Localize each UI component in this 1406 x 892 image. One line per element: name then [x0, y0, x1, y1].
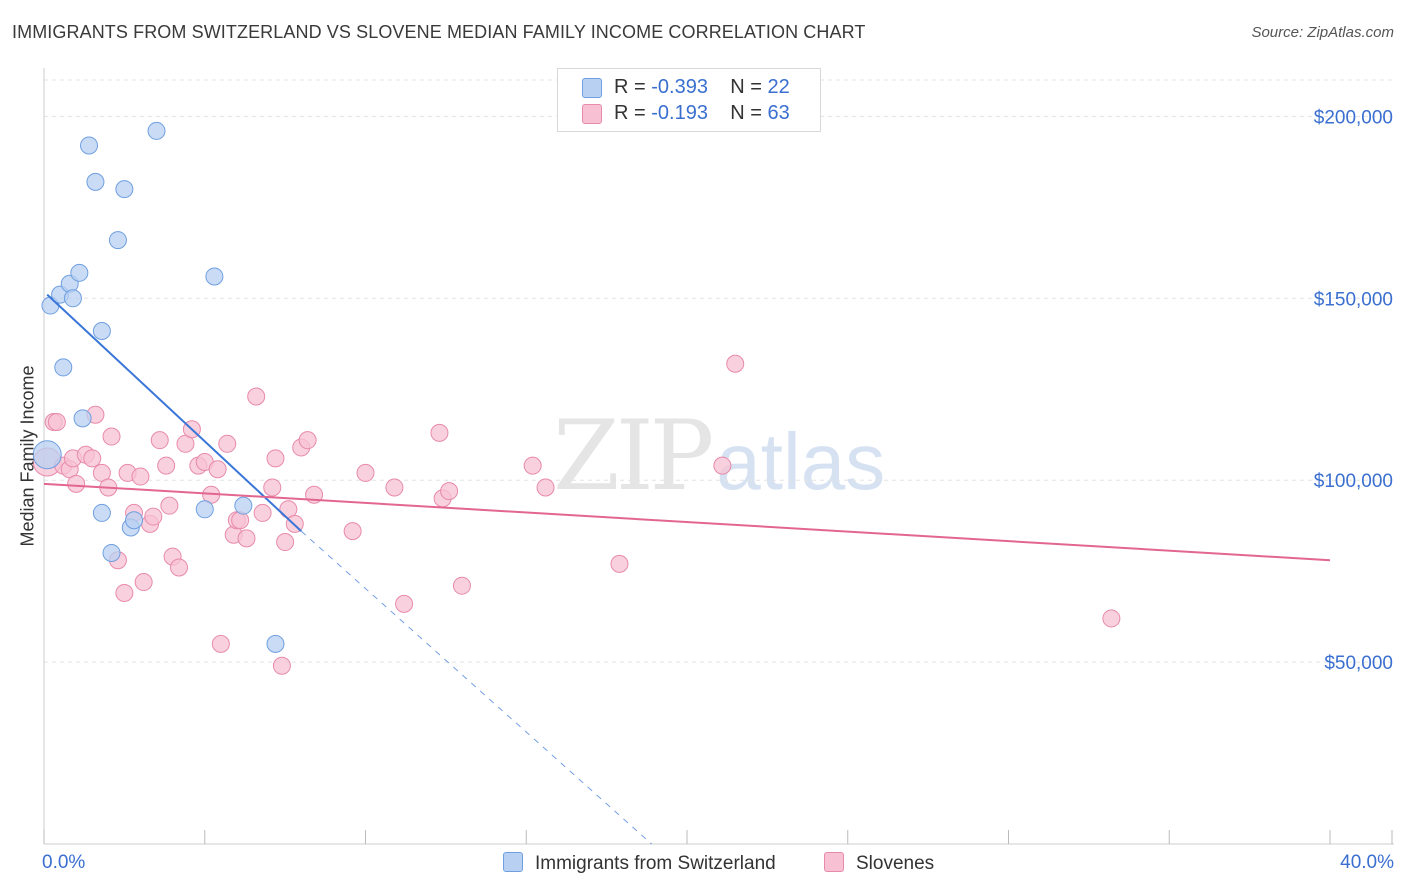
- point-slovene: [160, 496, 179, 515]
- source-label: Source: ZipAtlas.com: [1251, 24, 1394, 41]
- chart-title: IMMIGRANTS FROM SWITZERLAND VS SLOVENE M…: [12, 22, 866, 42]
- point-switzerland: [73, 409, 92, 428]
- legend-swatch-blue: [582, 78, 602, 98]
- point-slovene: [536, 478, 555, 497]
- point-switzerland: [205, 267, 224, 286]
- point-slovene: [83, 449, 102, 468]
- point-switzerland: [86, 172, 105, 191]
- point-switzerland: [92, 503, 111, 522]
- point-slovene: [211, 634, 230, 653]
- point-slovene: [610, 554, 629, 573]
- point-slovene: [47, 412, 66, 431]
- point-switzerland: [108, 231, 127, 250]
- point-slovene: [356, 463, 375, 482]
- y-tick-label: $100,000: [1314, 471, 1393, 492]
- point-slovene: [170, 558, 189, 577]
- point-slovene: [343, 522, 362, 541]
- point-switzerland: [54, 358, 73, 377]
- point-switzerland: [234, 496, 253, 515]
- watermark-atlas: atlas: [716, 417, 886, 506]
- trendline-extension-switzerland: [300, 530, 652, 845]
- legend-r-label: R =: [614, 76, 646, 98]
- point-slovene: [150, 431, 169, 450]
- point-slovene: [298, 431, 317, 450]
- bottom-legend-swatch-pink: [824, 852, 844, 872]
- point-slovene: [231, 511, 250, 530]
- point-switzerland: [266, 634, 285, 653]
- x-tick-label-max: 40.0%: [1340, 852, 1394, 873]
- trendline-slovene: [43, 482, 1331, 562]
- bottom-legend-label: Immigrants from Switzerland: [535, 853, 776, 874]
- point-switzerland: [195, 500, 214, 519]
- point-slovene: [385, 478, 404, 497]
- point-switzerland: [147, 121, 166, 140]
- y-tick-label: $150,000: [1314, 289, 1393, 310]
- point-slovene: [218, 434, 237, 453]
- point-slovene: [247, 387, 266, 406]
- point-slovene: [272, 656, 291, 675]
- point-switzerland: [92, 322, 111, 341]
- point-slovene: [134, 573, 153, 592]
- point-switzerland: [115, 180, 134, 199]
- point-slovene: [276, 533, 295, 552]
- legend-n-label: N =: [730, 76, 762, 98]
- y-tick-label: $50,000: [1324, 653, 1393, 674]
- point-slovene: [208, 460, 227, 479]
- point-switzerland: [80, 136, 99, 155]
- bottom-legend-label: Slovenes: [856, 853, 935, 874]
- point-switzerland: [32, 440, 62, 470]
- legend-n-value: 63: [767, 102, 790, 124]
- point-slovene: [144, 507, 163, 526]
- legend-n-label: N =: [730, 102, 762, 124]
- point-switzerland: [70, 263, 89, 282]
- point-slovene: [452, 576, 471, 595]
- legend-n-value: 22: [767, 76, 790, 98]
- point-slovene: [102, 427, 121, 446]
- point-slovene: [523, 456, 542, 475]
- bottom-legend-switzerland: Immigrants from Switzerland: [503, 852, 776, 875]
- legend-r-value: -0.193: [651, 102, 708, 124]
- point-switzerland: [102, 543, 121, 562]
- legend-r-value: -0.393: [651, 76, 708, 98]
- point-slovene: [713, 456, 732, 475]
- x-tick-label-min: 0.0%: [42, 852, 86, 873]
- point-switzerland: [125, 511, 144, 530]
- point-slovene: [115, 583, 134, 602]
- point-slovene: [1102, 609, 1121, 628]
- point-slovene: [266, 449, 285, 468]
- point-slovene: [253, 503, 272, 522]
- legend-r-label: R =: [614, 102, 646, 124]
- point-slovene: [131, 467, 150, 486]
- legend-box: R = -0.393 N = 22 R = -0.193 N = 63: [557, 68, 821, 132]
- point-switzerland: [63, 289, 82, 308]
- y-tick-label: $200,000: [1314, 107, 1393, 128]
- point-slovene: [263, 478, 282, 497]
- point-slovene: [237, 529, 256, 548]
- watermark: ZIPatlas: [553, 400, 885, 512]
- bottom-legend-swatch-blue: [503, 852, 523, 872]
- legend-swatch-pink: [582, 104, 602, 124]
- point-slovene: [395, 594, 414, 613]
- y-axis-label: Median Family Income: [17, 365, 38, 547]
- point-slovene: [440, 482, 459, 501]
- point-slovene: [430, 423, 449, 442]
- point-slovene: [726, 354, 745, 373]
- watermark-zip: ZIP: [553, 400, 714, 512]
- point-slovene: [67, 474, 86, 493]
- bottom-legend-slovenes: Slovenes: [824, 852, 934, 875]
- point-slovene: [157, 456, 176, 475]
- trendline-switzerland: [46, 293, 302, 532]
